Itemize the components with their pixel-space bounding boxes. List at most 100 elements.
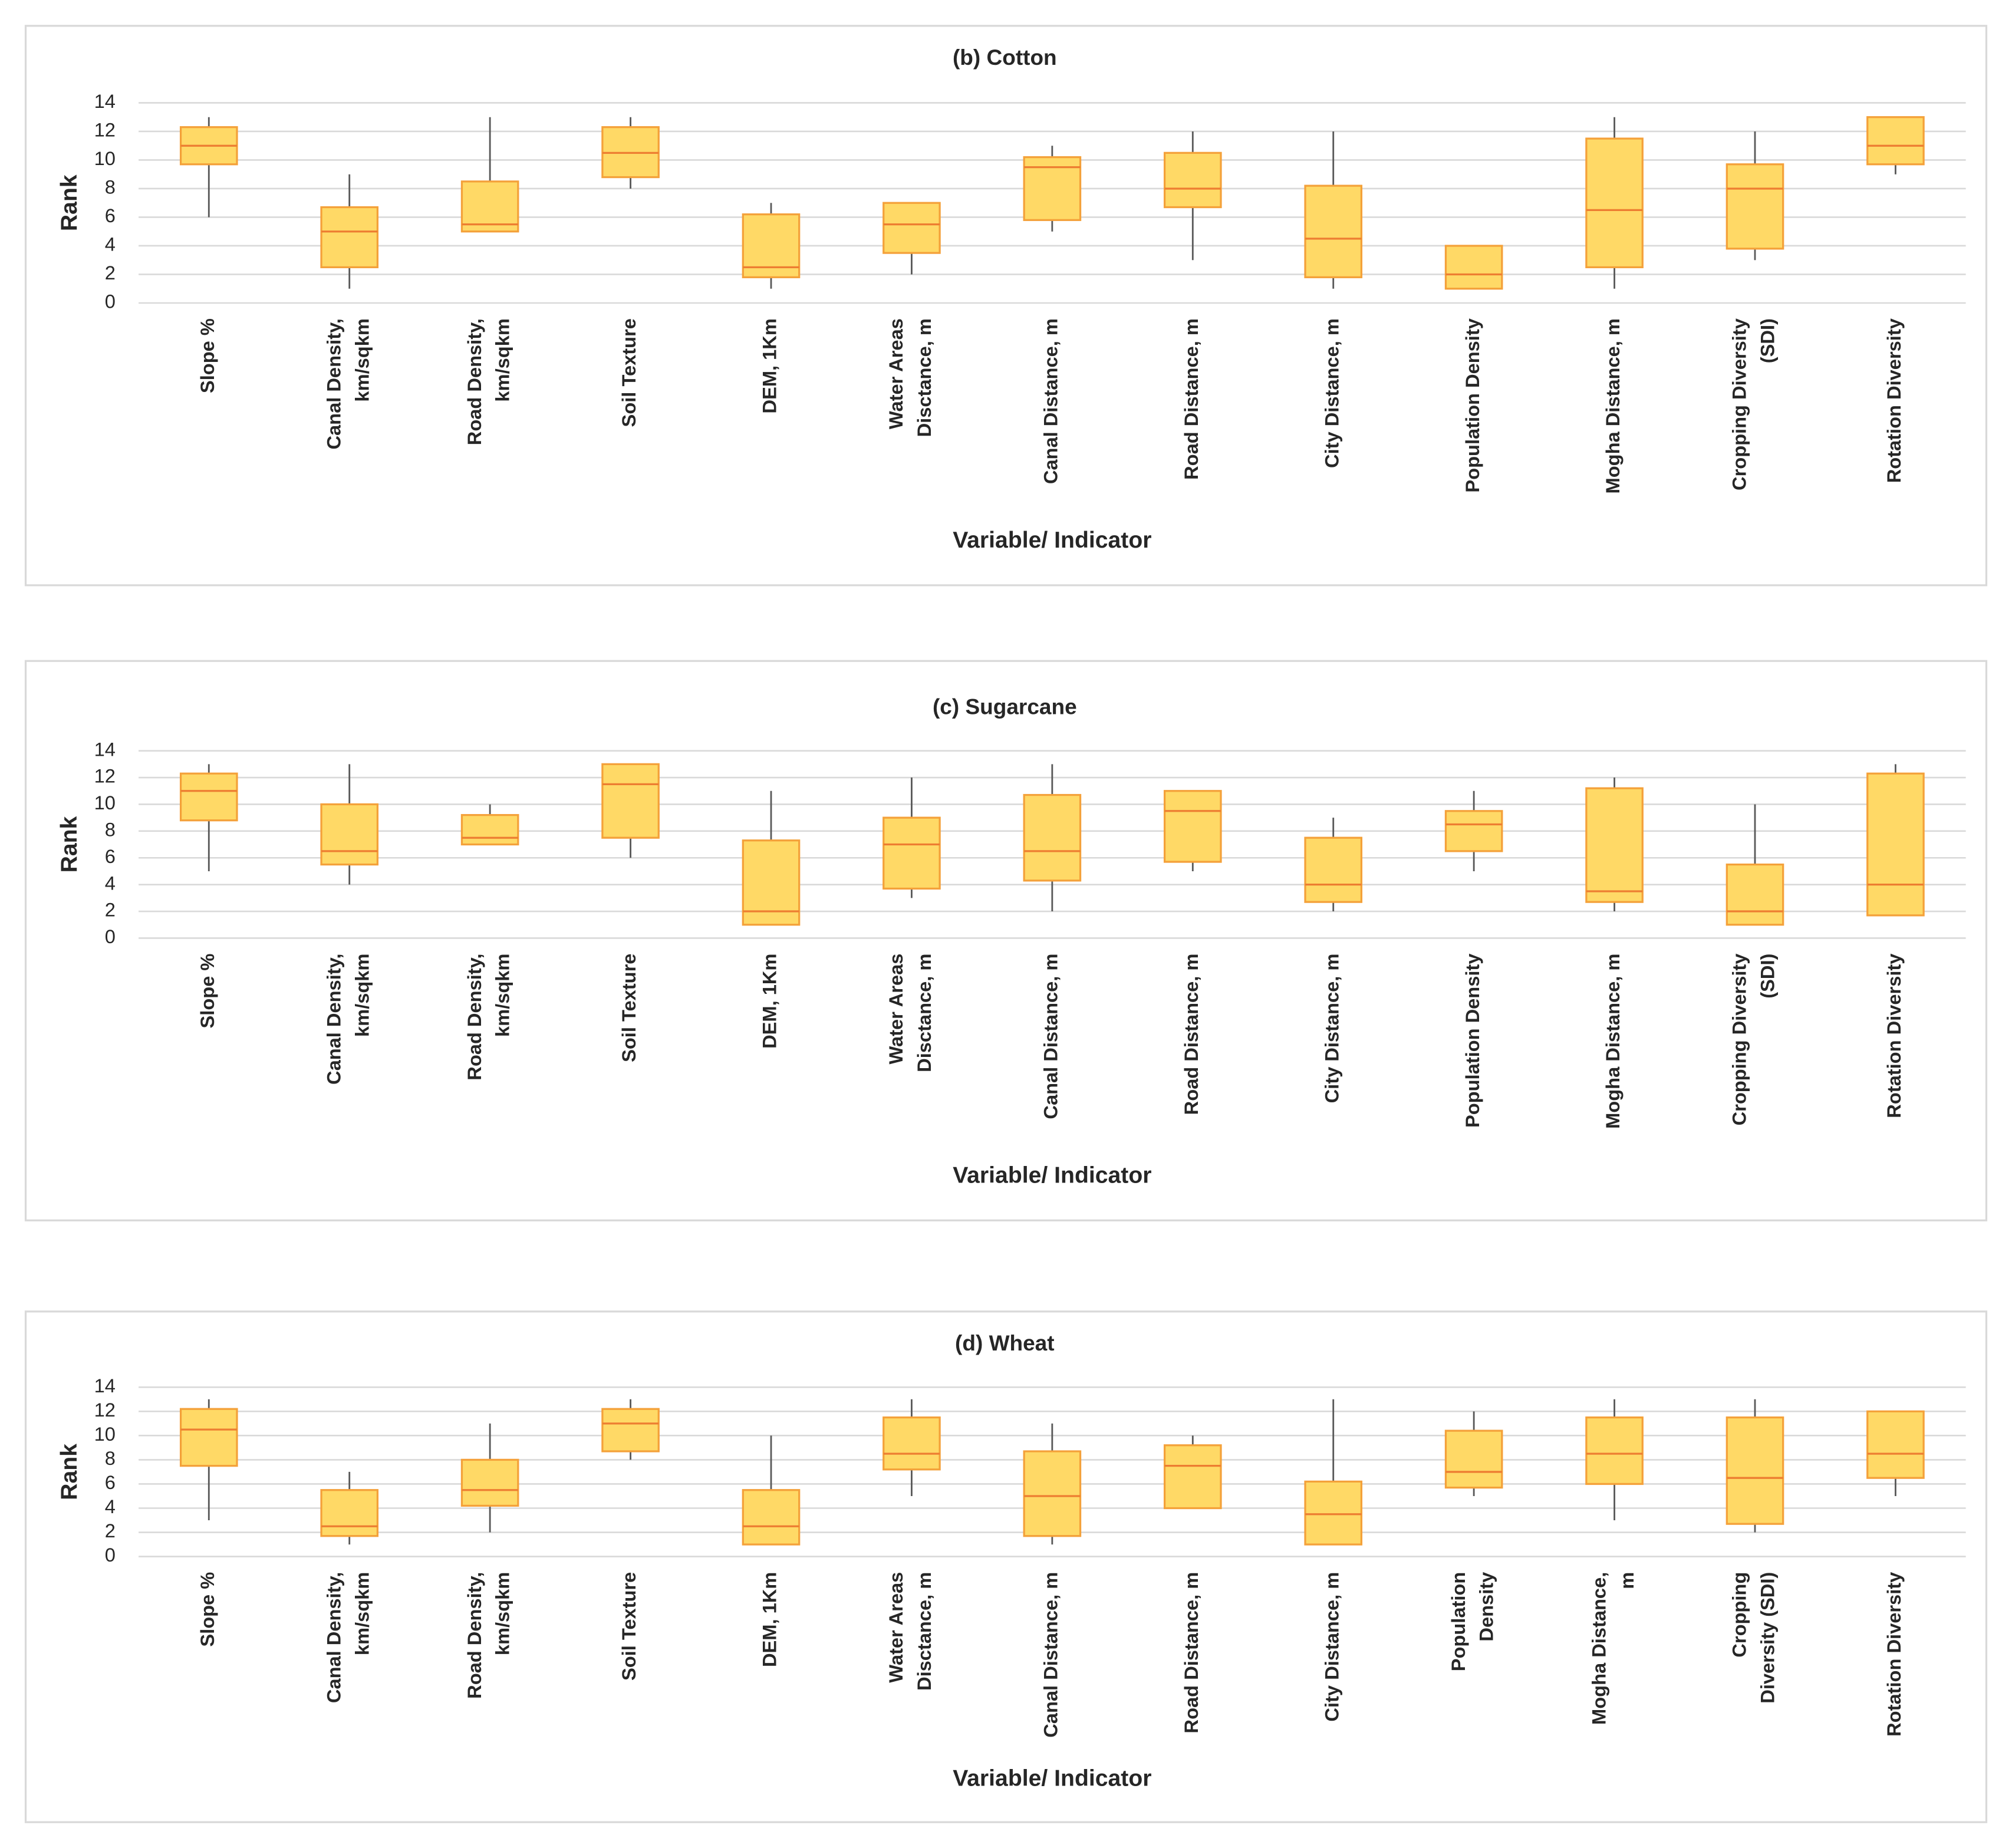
x-tick-label: Soil Texture: [618, 954, 640, 1062]
box: [1304, 185, 1363, 278]
box: [460, 1458, 519, 1507]
panel-frame: [24, 660, 1988, 1221]
chart-title: (b) Cotton: [953, 45, 1057, 70]
box: [1304, 836, 1363, 903]
x-tick-label: Road Distance, m: [1180, 318, 1202, 480]
x-tick-label: Rotation Diversity: [1883, 954, 1905, 1118]
chart-panel: (c) Sugarcane Variable/ Indicator Rank 0 2 4 6…: [24, 660, 1988, 1221]
y-tick-label: 0: [105, 1544, 116, 1566]
panel-frame: [24, 25, 1988, 587]
y-tick-label: 4: [105, 233, 116, 255]
box: [601, 763, 660, 839]
box: [1725, 863, 1784, 926]
box: [1444, 245, 1503, 290]
y-tick-label: 4: [105, 872, 116, 894]
x-tick-label: km/sqkm: [492, 1572, 513, 1655]
y-tick-label: 2: [105, 262, 116, 284]
x-tick-label: Canal Distance, m: [1039, 1572, 1061, 1738]
box: [1163, 790, 1222, 863]
chart-title: (d) Wheat: [955, 1331, 1055, 1355]
x-tick-label: km/sqkm: [351, 954, 373, 1037]
box: [882, 1416, 941, 1471]
box: [742, 1489, 801, 1546]
x-tick-label: Soil Texture: [618, 1572, 640, 1681]
box: [1163, 1444, 1222, 1510]
y-tick-label: 8: [105, 818, 116, 840]
box: [320, 206, 379, 268]
x-axis-label: Variable/ Indicator: [953, 528, 1151, 553]
x-tick-label: DEM, 1Km: [759, 318, 781, 413]
box: [882, 816, 941, 890]
box: [179, 772, 238, 822]
x-tick-label: Road Density,: [463, 954, 485, 1081]
x-tick-label: Water Areas: [885, 954, 907, 1065]
box: [1444, 1429, 1503, 1489]
box: [601, 1408, 660, 1452]
x-tick-label: City Distance, m: [1321, 1572, 1342, 1722]
box: [1585, 137, 1644, 268]
x-tick-label: m: [1616, 1572, 1638, 1589]
x-tick-label: km/sqkm: [492, 954, 513, 1037]
x-tick-label: (SDI): [1757, 318, 1779, 363]
x-tick-label: km/sqkm: [351, 318, 373, 401]
x-tick-label: Disctance, m: [913, 1572, 935, 1691]
x-tick-label: Canal Density,: [322, 1572, 344, 1703]
x-tick-label: Road Density,: [463, 1572, 485, 1699]
box: [1866, 772, 1925, 917]
y-tick-label: 12: [94, 119, 116, 141]
y-tick-label: 10: [94, 147, 116, 169]
box: [882, 202, 941, 254]
x-tick-label: (SDI): [1757, 954, 1779, 999]
y-axis-label: Rank: [57, 816, 82, 872]
x-tick-label: Density: [1476, 1572, 1497, 1642]
y-tick-label: 0: [105, 925, 116, 947]
y-tick-label: 8: [105, 176, 116, 198]
x-tick-label: Road Distance, m: [1180, 954, 1202, 1115]
box: [460, 813, 519, 846]
box: [1444, 810, 1503, 852]
x-tick-label: Diversity (SDI): [1757, 1572, 1779, 1704]
x-tick-label: Soil Texture: [618, 318, 640, 427]
y-tick-label: 8: [105, 1447, 116, 1469]
x-tick-label: Road Density,: [463, 318, 485, 445]
x-tick-label: Canal Distance, m: [1039, 954, 1061, 1119]
x-tick-label: Population Density: [1461, 954, 1483, 1128]
y-tick-label: 14: [94, 738, 116, 760]
x-tick-label: Population Density: [1461, 318, 1483, 492]
x-tick-label: Mogha Distance,: [1588, 1572, 1609, 1725]
box: [179, 1408, 238, 1467]
x-tick-label: City Distance, m: [1321, 318, 1342, 468]
y-tick-label: 6: [105, 845, 116, 867]
y-tick-label: 14: [94, 1375, 116, 1396]
box: [1023, 1450, 1082, 1537]
y-tick-label: 6: [105, 1471, 116, 1493]
x-tick-label: Cropping Diversity: [1728, 954, 1750, 1126]
box: [460, 180, 519, 233]
y-axis-label: Rank: [57, 1444, 82, 1500]
x-tick-label: Water Areas: [885, 318, 907, 429]
y-tick-label: 0: [105, 291, 116, 312]
x-axis-label: Variable/ Indicator: [953, 1766, 1151, 1791]
x-tick-label: Cropping: [1728, 1572, 1750, 1658]
y-axis-label: Rank: [57, 174, 82, 231]
box: [1725, 163, 1784, 250]
box: [1304, 1480, 1363, 1546]
x-tick-label: km/sqkm: [492, 318, 513, 401]
x-tick-label: DEM, 1Km: [759, 1572, 781, 1667]
x-tick-label: Mogha Distance, m: [1602, 318, 1624, 493]
box: [1585, 787, 1644, 903]
box: [320, 803, 379, 866]
y-tick-label: 2: [105, 899, 116, 921]
chart-title: (c) Sugarcane: [933, 695, 1077, 719]
y-tick-label: 12: [94, 765, 116, 787]
y-tick-label: 10: [94, 792, 116, 813]
x-tick-label: Rotation Diversity: [1883, 1572, 1905, 1737]
x-tick-label: City Distance, m: [1321, 954, 1342, 1103]
x-tick-label: Disctance, m: [913, 318, 935, 437]
box: [1163, 151, 1222, 209]
box: [1023, 793, 1082, 882]
box: [1725, 1416, 1784, 1525]
x-tick-label: Slope %: [196, 1572, 218, 1647]
